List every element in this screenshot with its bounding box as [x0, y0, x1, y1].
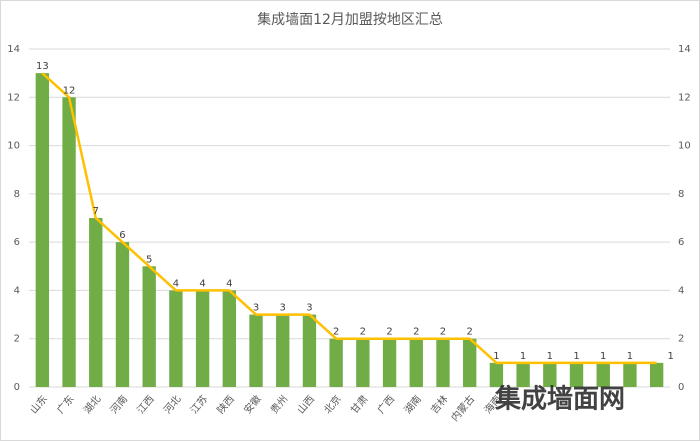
data-label: 1: [600, 351, 606, 362]
bar: [569, 362, 584, 387]
y-tick-label: 14: [7, 44, 20, 55]
bar: [276, 314, 290, 387]
y-tick-label: 6: [14, 237, 20, 248]
data-label: 4: [173, 278, 179, 289]
data-label: 7: [93, 206, 99, 217]
data-label: 4: [199, 278, 205, 289]
y-tick-label: 4: [14, 285, 20, 296]
data-label: 2: [333, 327, 339, 338]
data-label: 3: [280, 303, 286, 314]
data-label: 2: [440, 327, 446, 338]
bar: [489, 362, 504, 387]
data-label: 1: [493, 351, 499, 362]
y2-tick-label: 6: [678, 237, 684, 248]
data-label: 1: [667, 351, 673, 362]
data-label: 12: [63, 85, 76, 96]
y2-tick-label: 10: [678, 141, 691, 152]
bar: [115, 242, 130, 387]
bar: [516, 362, 530, 387]
data-label: 2: [413, 327, 419, 338]
y-tick-label: 12: [7, 92, 20, 103]
bar: [382, 338, 397, 387]
data-label: 2: [386, 327, 392, 338]
y-tick-label: 2: [14, 334, 20, 345]
y2-tick-label: 14: [678, 44, 691, 55]
bar: [222, 290, 236, 387]
bar: [596, 362, 610, 387]
bar: [356, 338, 370, 387]
y2-tick-label: 12: [678, 92, 691, 103]
bar: [329, 338, 343, 387]
bar: [249, 314, 263, 387]
y2-tick-label: 2: [678, 334, 684, 345]
data-label: 5: [146, 254, 152, 265]
watermark: 集成墙面网: [494, 384, 625, 415]
y2-tick-label: 4: [678, 285, 684, 296]
bar: [169, 290, 183, 387]
line: [41, 72, 657, 365]
data-label: 3: [306, 303, 312, 314]
bar: [89, 218, 103, 387]
y2-tick-label: 0: [678, 382, 684, 393]
data-label: 1: [520, 351, 526, 362]
data-label: 1: [547, 351, 553, 362]
y-tick-label: 8: [14, 189, 20, 200]
data-label: 6: [119, 230, 125, 241]
bar: [35, 73, 50, 388]
bar: [543, 362, 557, 387]
bar: [463, 338, 477, 387]
data-label: 4: [226, 278, 232, 289]
bar: [409, 338, 423, 387]
data-label: 13: [36, 61, 49, 72]
data-label: 1: [627, 351, 633, 362]
bar: [436, 338, 450, 387]
data-label: 2: [360, 327, 366, 338]
bar: [623, 362, 637, 387]
data-label: 1: [573, 351, 579, 362]
data-label: 3: [253, 303, 259, 314]
y-tick-label: 10: [7, 141, 20, 152]
chart-title: 集成墙面12月加盟按地区汇总: [257, 11, 443, 28]
data-label: 2: [467, 327, 473, 338]
bar: [142, 266, 156, 387]
bar: [302, 314, 317, 387]
bar: [195, 290, 210, 387]
y-tick-label: 0: [14, 382, 20, 393]
bar: [62, 97, 76, 388]
bar: [649, 362, 664, 387]
y2-tick-label: 8: [678, 189, 684, 200]
